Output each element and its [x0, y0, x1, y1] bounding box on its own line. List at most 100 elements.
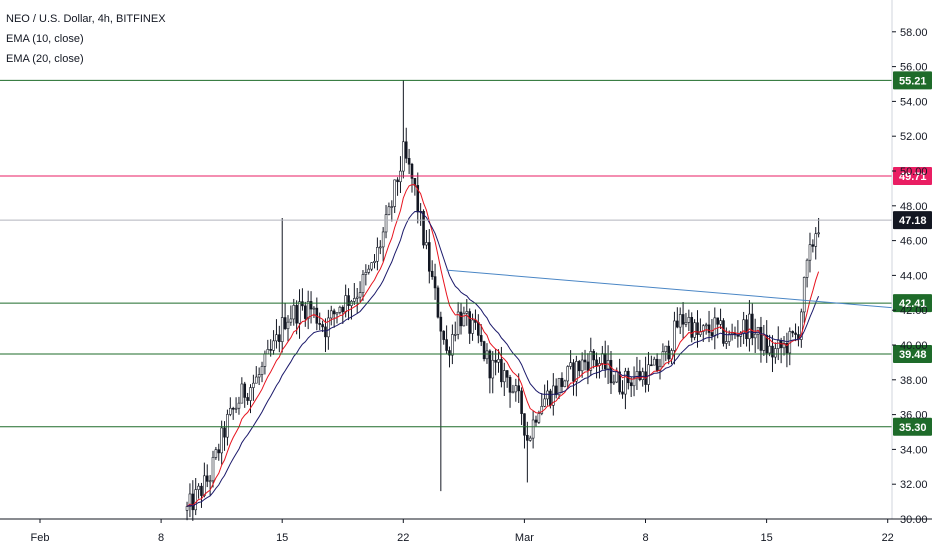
candle-body — [624, 370, 627, 395]
y-tick-label: 44.00 — [900, 270, 928, 282]
candle-body — [612, 381, 616, 384]
candle-body — [638, 371, 642, 380]
candle-body — [208, 480, 212, 483]
candle-body — [580, 359, 584, 372]
candle-body — [785, 343, 789, 354]
candle-body — [252, 382, 255, 388]
ema-10-line — [186, 184, 820, 507]
candle-body — [298, 301, 301, 324]
candle-body — [730, 332, 734, 335]
candle-body — [456, 311, 460, 335]
candle-body — [477, 322, 480, 336]
candle-body — [543, 398, 546, 407]
candle-body — [194, 489, 198, 511]
candle-body — [272, 340, 275, 351]
candle-body — [329, 310, 333, 319]
candle-body — [312, 307, 316, 310]
candle-body — [234, 407, 238, 410]
chart-legend: NEO / U.S. Dollar, 4h, BITFINEX EMA (10,… — [6, 9, 166, 69]
candle-body — [404, 141, 408, 159]
candle-body — [667, 345, 670, 360]
level-badge-label: 47.18 — [899, 215, 927, 227]
candle-body — [223, 427, 226, 438]
candle-body — [361, 274, 365, 293]
candle-body — [402, 141, 405, 172]
y-tick-label: 50.00 — [900, 166, 928, 178]
candle-body — [808, 244, 812, 261]
candle-body — [629, 382, 633, 387]
candle-body — [286, 321, 290, 330]
candle-body — [650, 364, 653, 367]
y-tick-label: 30.00 — [900, 514, 928, 526]
candle-body — [358, 292, 362, 298]
candle-body — [768, 345, 771, 354]
candle-body — [347, 295, 350, 306]
candle-body — [448, 350, 451, 356]
candle-body — [376, 247, 379, 262]
candle-body — [249, 387, 252, 401]
x-tick-label: 22 — [397, 532, 409, 544]
candle-body — [188, 493, 192, 507]
candle-body — [800, 311, 803, 340]
candle-body — [327, 317, 330, 338]
candle-body — [609, 360, 613, 384]
candle-body — [713, 317, 717, 337]
candle-body — [482, 341, 486, 360]
candle-body — [364, 272, 368, 275]
candle-body — [295, 305, 298, 324]
candle-body — [453, 334, 457, 336]
candle-body — [635, 371, 639, 379]
candle-body — [396, 179, 399, 183]
candle-body — [774, 348, 777, 358]
level-badge — [893, 294, 932, 313]
candle-body — [526, 434, 529, 441]
x-tick-label: Feb — [31, 532, 50, 544]
candle-body — [753, 333, 757, 339]
candle-body — [355, 296, 359, 299]
level-badge-label: 55.21 — [899, 75, 927, 87]
y-tick-label: 32.00 — [900, 479, 928, 491]
candle-body — [805, 259, 809, 278]
candle-body — [318, 323, 322, 325]
candle-body — [257, 374, 261, 378]
candle-body — [652, 358, 656, 366]
candle-body — [745, 319, 748, 340]
candle-body — [324, 326, 327, 338]
candle-body — [494, 359, 497, 363]
candle-body — [647, 364, 650, 385]
trendline — [446, 269, 893, 309]
candle-body — [451, 334, 454, 356]
candle-body — [191, 493, 195, 511]
candle-body — [338, 306, 342, 313]
x-tick-label: 15 — [760, 532, 772, 544]
candle-body — [621, 391, 624, 395]
candle-body — [748, 313, 751, 340]
candle-body — [263, 353, 267, 367]
ema10-legend: EMA (10, close) — [6, 33, 84, 45]
candle-body — [727, 333, 731, 342]
y-tick-label: 48.00 — [900, 201, 928, 213]
candle-body — [716, 317, 719, 325]
candle-body — [353, 298, 356, 302]
candle-body — [278, 334, 281, 342]
candle-body — [710, 332, 714, 337]
y-tick-label: 58.00 — [900, 27, 928, 39]
y-tick-label: 40.00 — [900, 340, 928, 352]
candle-body — [762, 334, 766, 351]
candle-body — [690, 317, 694, 338]
level-badge — [893, 167, 932, 186]
candle-body — [546, 390, 549, 400]
candle-body — [557, 377, 561, 396]
candle-body — [430, 270, 434, 277]
candle-body — [586, 361, 590, 371]
candle-body — [301, 301, 304, 307]
candle-body — [514, 385, 518, 393]
candle-body — [378, 246, 382, 249]
candle-body — [205, 475, 209, 482]
x-tick-label: 8 — [642, 532, 648, 544]
candle-body — [673, 320, 676, 351]
candle-body — [390, 206, 394, 208]
candle-body — [552, 385, 555, 406]
